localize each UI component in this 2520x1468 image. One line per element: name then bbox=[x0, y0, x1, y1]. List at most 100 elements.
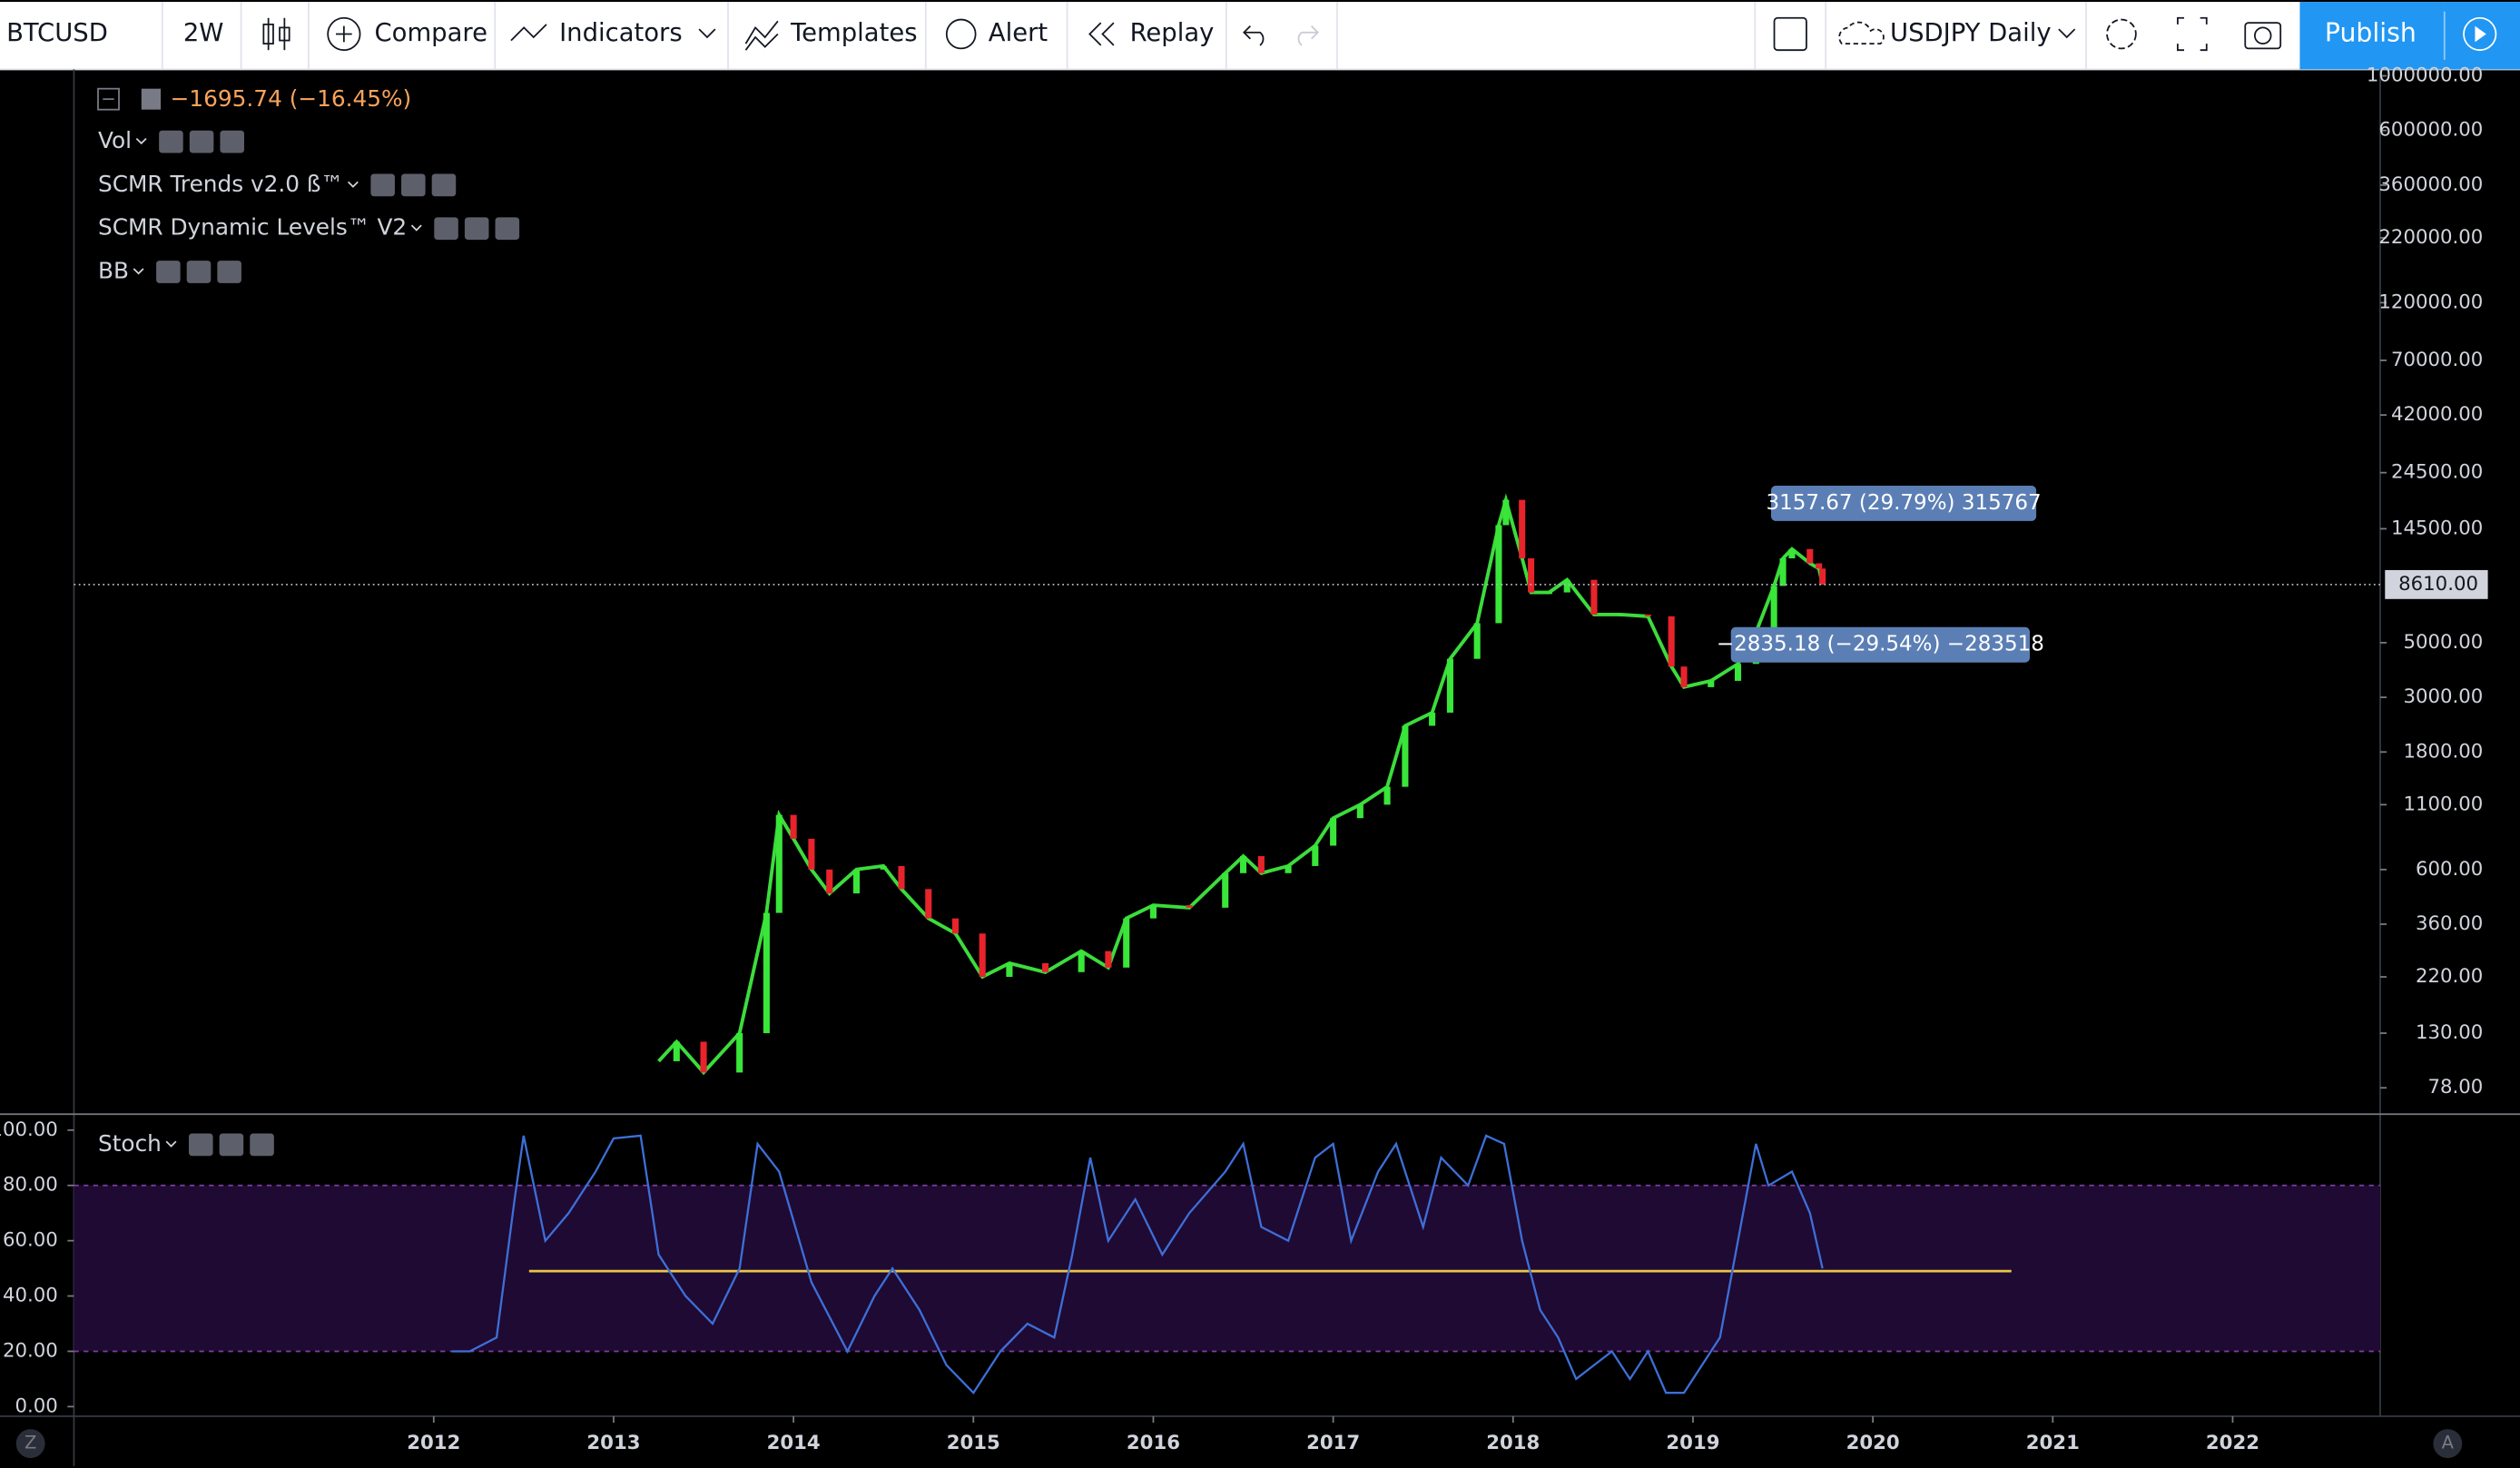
symbol[interactable]: BTCUSD bbox=[6, 19, 108, 47]
candle bbox=[1330, 818, 1337, 846]
autoscale-label[interactable]: A bbox=[2442, 1433, 2455, 1453]
study-button[interactable] bbox=[495, 217, 520, 241]
flag-icon[interactable] bbox=[141, 88, 162, 110]
autoscale-button[interactable] bbox=[2433, 1429, 2463, 1459]
settings-icon[interactable] bbox=[2106, 18, 2137, 50]
study-button[interactable] bbox=[217, 261, 241, 283]
study-button[interactable] bbox=[431, 173, 457, 197]
stoch-k-line bbox=[451, 1134, 1824, 1395]
study-button[interactable] bbox=[219, 1133, 244, 1157]
x-tick-label: 2012 bbox=[407, 1432, 460, 1454]
screenshot-icon[interactable] bbox=[2244, 22, 2282, 50]
candle bbox=[1788, 548, 1796, 559]
alert-icon[interactable] bbox=[945, 18, 977, 50]
study-button[interactable] bbox=[401, 173, 426, 197]
play-triangle bbox=[2475, 25, 2486, 43]
x-tick-label: 2016 bbox=[1127, 1432, 1180, 1454]
y-tick-label: 3000.00 bbox=[2403, 685, 2483, 708]
study-button[interactable] bbox=[188, 1133, 213, 1157]
dropdown-arrow[interactable] bbox=[2058, 28, 2076, 39]
publish-button[interactable]: Publish bbox=[2325, 17, 2417, 47]
candle bbox=[1590, 579, 1598, 616]
publish-bg[interactable] bbox=[2299, 2, 2444, 70]
candle bbox=[1770, 586, 1777, 633]
candle bbox=[1779, 558, 1787, 586]
timezone-label[interactable]: Z bbox=[25, 1433, 36, 1453]
templates-button[interactable]: Templates bbox=[790, 19, 918, 47]
collapse-button[interactable] bbox=[97, 87, 120, 111]
undo-icon[interactable] bbox=[1243, 25, 1265, 46]
interval[interactable]: 2W bbox=[183, 19, 224, 47]
y-tick-label: 78.00 bbox=[2427, 1076, 2483, 1099]
compare-button[interactable]: Compare bbox=[375, 19, 487, 47]
study-button[interactable] bbox=[250, 1133, 274, 1157]
study-dropdown[interactable] bbox=[347, 181, 359, 188]
candle bbox=[1819, 568, 1826, 585]
fullscreen-icon[interactable] bbox=[2177, 16, 2208, 52]
cloud-icon[interactable] bbox=[1838, 21, 1885, 44]
redo-icon[interactable] bbox=[1297, 25, 1319, 46]
candle bbox=[1708, 680, 1715, 687]
x-tick-label: 2017 bbox=[1306, 1432, 1360, 1454]
candle bbox=[1078, 951, 1085, 972]
candle bbox=[736, 1033, 743, 1073]
study-button[interactable] bbox=[189, 130, 214, 153]
compare-icon[interactable] bbox=[327, 16, 361, 52]
y-tick-label: 220.00 bbox=[2416, 965, 2483, 988]
study-button[interactable] bbox=[186, 261, 212, 283]
chart-style-icon[interactable] bbox=[262, 17, 290, 51]
y-tick-label: 42000.00 bbox=[2391, 403, 2483, 426]
alert-button[interactable]: Alert bbox=[989, 19, 1048, 47]
candle bbox=[1495, 525, 1502, 624]
study-button[interactable] bbox=[156, 261, 181, 283]
replay-icon[interactable] bbox=[1088, 22, 1115, 46]
price-line bbox=[657, 493, 1825, 1076]
candle bbox=[1149, 905, 1157, 919]
candle bbox=[925, 889, 932, 919]
candle bbox=[979, 933, 986, 978]
study-dropdown[interactable] bbox=[135, 137, 147, 145]
candle bbox=[700, 1041, 707, 1073]
candle bbox=[1806, 548, 1814, 564]
timezone-button[interactable] bbox=[15, 1429, 45, 1459]
candle bbox=[1222, 872, 1229, 908]
stoch-tick-label: 80.00 bbox=[3, 1174, 58, 1197]
candle bbox=[1006, 962, 1013, 978]
candle bbox=[1618, 615, 1625, 616]
study-button[interactable] bbox=[370, 173, 395, 197]
study-button[interactable] bbox=[159, 130, 183, 153]
replay-button[interactable]: Replay bbox=[1130, 19, 1215, 47]
candle bbox=[951, 918, 960, 934]
study-button[interactable] bbox=[434, 217, 458, 241]
candle bbox=[1519, 499, 1526, 559]
candle bbox=[1312, 845, 1319, 866]
candle bbox=[880, 865, 887, 870]
study-button[interactable] bbox=[220, 130, 244, 153]
y-tick-label: 600000.00 bbox=[2378, 119, 2483, 142]
candle bbox=[1383, 786, 1391, 805]
indicators-button[interactable]: Indicators bbox=[559, 19, 683, 47]
study-name: SCMR Dynamic Levels™ V2 bbox=[98, 214, 407, 241]
layout-name[interactable]: USDJPY Daily bbox=[1890, 19, 2052, 47]
candle bbox=[826, 869, 833, 894]
study-button[interactable] bbox=[464, 217, 489, 241]
layout-icon[interactable] bbox=[1773, 16, 1807, 52]
stoch-tick-label: 40.00 bbox=[3, 1285, 58, 1307]
x-tick-label: 2020 bbox=[1846, 1432, 1900, 1454]
study-name: Vol bbox=[98, 127, 132, 153]
study-dropdown[interactable] bbox=[133, 268, 144, 275]
x-tick-label: 2021 bbox=[2026, 1432, 2080, 1454]
candle bbox=[1528, 558, 1535, 593]
y-tick-label: 600.00 bbox=[2416, 858, 2483, 881]
templates-icon[interactable] bbox=[744, 20, 779, 51]
study-dropdown[interactable] bbox=[410, 224, 422, 232]
candle bbox=[1240, 856, 1247, 873]
candle bbox=[1563, 579, 1570, 593]
play-icon[interactable] bbox=[2463, 16, 2497, 52]
indicators-icon[interactable] bbox=[510, 24, 547, 42]
x-tick-label: 2015 bbox=[947, 1432, 1000, 1454]
stoch-band bbox=[74, 1185, 2380, 1352]
study-dropdown[interactable] bbox=[165, 1140, 177, 1148]
dropdown-arrow[interactable] bbox=[698, 28, 716, 39]
